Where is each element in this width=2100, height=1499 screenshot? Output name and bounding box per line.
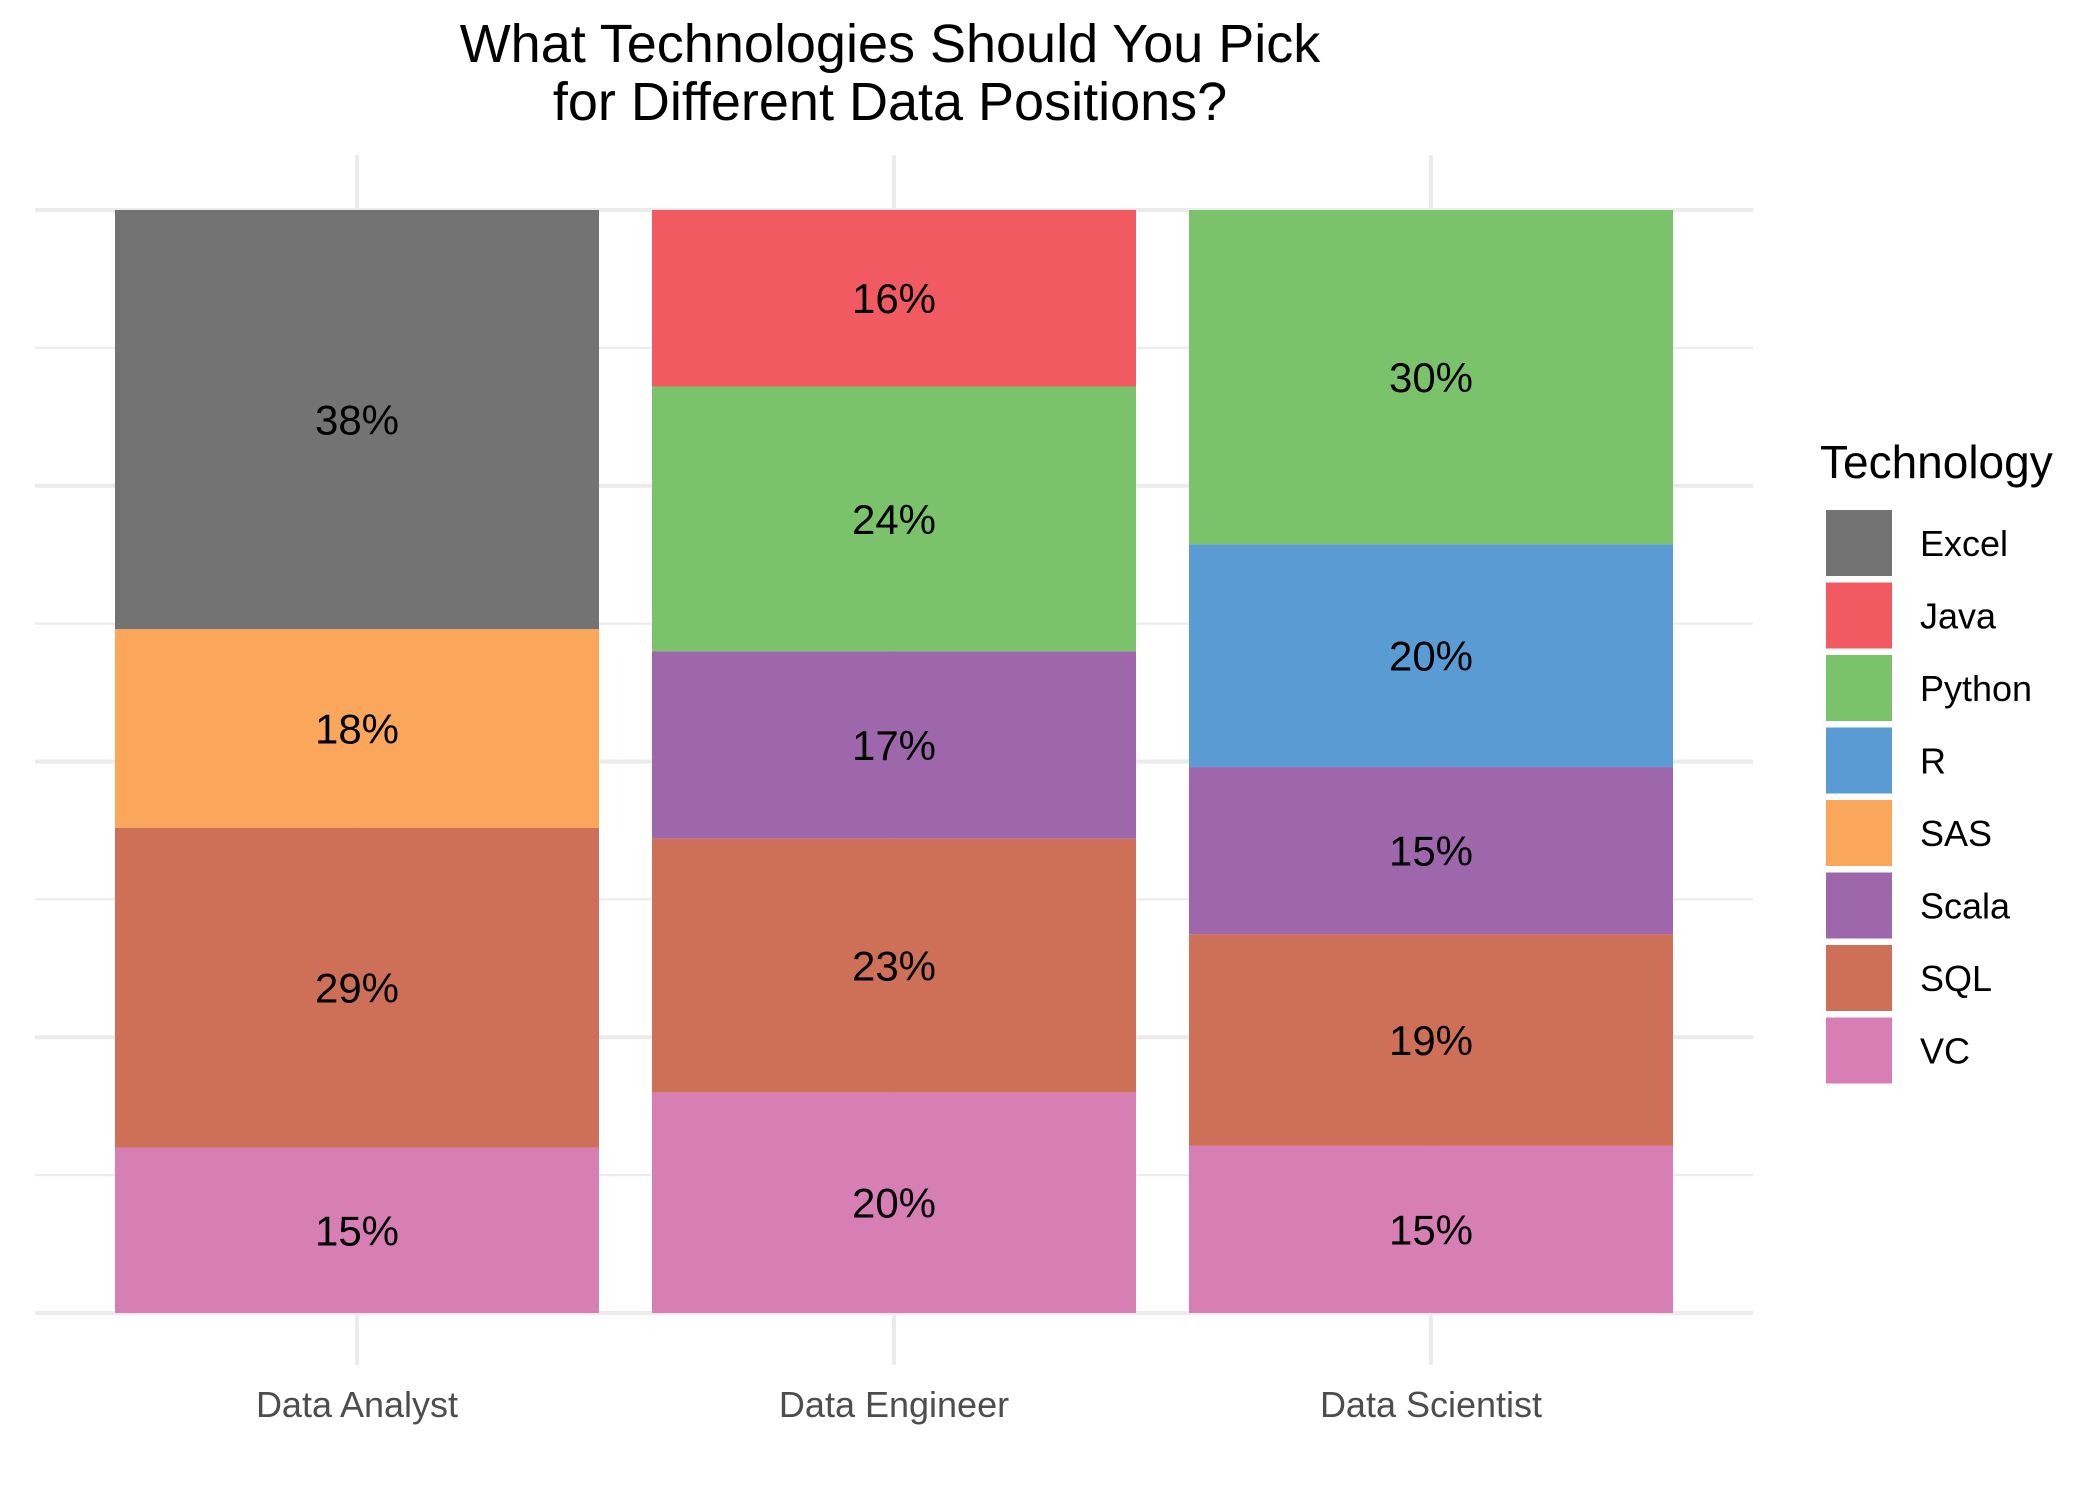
data-label-data-scientist-python: 30%	[1389, 354, 1473, 401]
data-label-data-scientist-r: 20%	[1389, 633, 1473, 680]
data-label-data-engineer-sql: 23%	[852, 943, 936, 990]
bars	[115, 210, 1673, 1313]
legend: Technology Excel Java Python R SAS Scala SQL VC	[1820, 436, 2053, 1084]
data-label-data-engineer-scala: 17%	[852, 722, 936, 769]
legend-swatch-java	[1826, 582, 1892, 649]
bar-data-analyst-sql	[115, 827, 599, 1148]
bar-data-scientist-scala	[1189, 767, 1673, 935]
bar-data-scientist-sql	[1189, 934, 1673, 1146]
bar-data-scientist-r	[1189, 544, 1673, 768]
x-tick-label-data-analyst: Data Analyst	[256, 1384, 458, 1425]
bar-data-engineer-python	[652, 386, 1136, 652]
legend-swatch-sas	[1826, 800, 1892, 866]
bar-data-engineer-java	[652, 210, 1136, 387]
legend-swatch-python	[1826, 655, 1892, 721]
bar-data-scientist-vc	[1189, 1145, 1673, 1313]
legend-swatch-r	[1826, 727, 1892, 794]
legend-label-sql: SQL	[1920, 958, 1992, 999]
legend-label-java: Java	[1920, 596, 1997, 637]
legend-label-sas: SAS	[1920, 813, 1992, 854]
data-label-data-analyst-sql: 29%	[315, 965, 399, 1012]
legend-title: Technology	[1820, 436, 2053, 488]
legend-swatch-sql	[1826, 945, 1892, 1011]
x-axis: Data Analyst Data Engineer Data Scientist	[256, 1384, 1542, 1425]
data-label-data-scientist-scala: 15%	[1389, 828, 1473, 875]
bar-data-analyst-excel	[115, 210, 599, 630]
legend-swatch-vc	[1826, 1017, 1892, 1084]
bar-data-engineer-scala	[652, 651, 1136, 839]
bar-data-analyst-sas	[115, 629, 599, 828]
data-label-data-engineer-vc: 20%	[852, 1180, 936, 1227]
chart-title-line-2: for Different Data Positions?	[553, 72, 1227, 132]
legend-label-scala: Scala	[1920, 886, 2011, 927]
legend-label-python: Python	[1920, 668, 2032, 709]
legend-swatch-excel	[1826, 510, 1892, 576]
data-label-data-scientist-vc: 15%	[1389, 1206, 1473, 1253]
chart-title-line-1: What Technologies Should You Pick	[460, 14, 1322, 74]
legend-label-vc: VC	[1920, 1031, 1970, 1072]
data-label-data-engineer-python: 24%	[852, 496, 936, 543]
data-label-data-analyst-excel: 38%	[315, 397, 399, 444]
data-label-data-engineer-java: 16%	[852, 275, 936, 322]
x-tick-label-data-scientist: Data Scientist	[1320, 1384, 1542, 1425]
legend-label-excel: Excel	[1920, 523, 2008, 564]
data-label-data-scientist-sql: 19%	[1389, 1017, 1473, 1064]
bar-data-analyst-vc	[115, 1147, 599, 1313]
bar-data-engineer-vc	[652, 1092, 1136, 1313]
bar-data-engineer-sql	[652, 838, 1136, 1093]
data-label-data-analyst-vc: 15%	[315, 1207, 399, 1254]
data-label-data-analyst-sas: 18%	[315, 705, 399, 752]
x-tick-label-data-engineer: Data Engineer	[779, 1384, 1009, 1425]
data-labels: 15% 29% 18% 38% 20% 23% 17% 24% 16% 15% 19% 15% 20% 3…	[315, 275, 1473, 1254]
legend-label-r: R	[1920, 741, 1946, 782]
bar-data-scientist-python	[1189, 210, 1673, 545]
legend-swatch-scala	[1826, 872, 1892, 939]
